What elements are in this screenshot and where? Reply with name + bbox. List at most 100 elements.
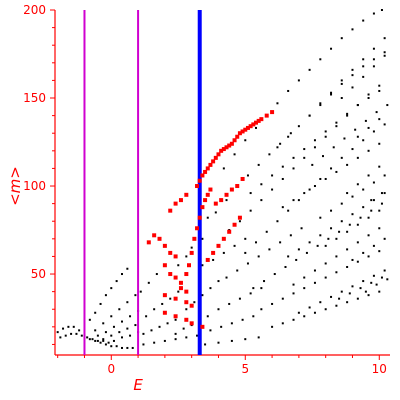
data-point-black — [217, 308, 220, 311]
data-point-black — [70, 332, 73, 335]
data-point-red — [216, 152, 221, 157]
data-point-black — [222, 251, 225, 254]
data-point-black — [75, 332, 78, 335]
data-point-black — [86, 336, 89, 339]
data-point-black — [367, 255, 370, 258]
data-point-black — [104, 343, 107, 346]
data-point-red — [195, 184, 200, 189]
data-point-red — [208, 187, 213, 192]
data-point-black — [378, 142, 381, 145]
data-point-black — [238, 297, 241, 300]
data-point-black — [362, 206, 365, 209]
data-point-black — [372, 58, 375, 61]
data-point-black — [260, 199, 263, 202]
data-point-black — [380, 276, 383, 279]
data-point-black — [292, 156, 295, 159]
data-point-red — [200, 173, 205, 178]
data-point-black — [378, 165, 381, 168]
data-point-black — [185, 308, 188, 311]
data-point-black — [222, 167, 225, 170]
data-point-red — [184, 192, 189, 197]
data-point-black — [295, 258, 298, 261]
x-tick-label: 10 — [372, 362, 387, 376]
data-point-black — [383, 192, 386, 195]
data-point-red — [208, 162, 213, 167]
data-point-red — [200, 324, 205, 329]
data-point-black — [319, 177, 322, 180]
data-point-red — [173, 314, 178, 319]
data-point-black — [324, 177, 327, 180]
y-tick-label: 50 — [31, 267, 46, 281]
data-point-black — [351, 195, 354, 198]
data-point-black — [370, 281, 373, 284]
data-point-black — [383, 54, 386, 57]
data-point-black — [233, 153, 236, 156]
data-point-black — [56, 331, 59, 334]
data-point-black — [268, 248, 271, 251]
data-point-red — [229, 187, 234, 192]
data-point-black — [351, 86, 354, 89]
data-point-black — [330, 295, 333, 298]
data-point-black — [378, 89, 381, 92]
data-point-black — [313, 269, 316, 272]
data-point-black — [335, 125, 338, 128]
data-point-black — [367, 93, 370, 96]
data-point-black — [313, 185, 316, 188]
data-point-black — [281, 177, 284, 180]
data-point-black — [303, 192, 306, 195]
data-point-black — [225, 199, 228, 202]
data-point-black — [169, 297, 172, 300]
data-point-black — [126, 346, 129, 349]
data-point-black — [348, 292, 351, 295]
data-point-black — [292, 199, 295, 202]
data-point-red — [173, 296, 178, 301]
data-point-black — [88, 338, 91, 341]
data-point-black — [246, 262, 249, 265]
data-point-black — [319, 102, 322, 105]
data-point-black — [383, 237, 386, 240]
data-point-black — [356, 135, 359, 138]
data-point-black — [121, 336, 123, 339]
data-point-black — [281, 206, 284, 209]
data-point-black — [112, 325, 115, 328]
data-point-black — [134, 324, 137, 327]
data-point-red — [173, 201, 178, 206]
data-point-black — [330, 227, 333, 230]
data-point-black — [96, 334, 99, 337]
data-point-red — [221, 236, 226, 241]
data-point-black — [287, 135, 290, 138]
data-point-black — [91, 338, 94, 341]
data-point-black — [356, 183, 359, 186]
data-point-black — [206, 315, 209, 318]
data-point-red — [264, 113, 269, 118]
data-point-red — [162, 263, 167, 268]
data-point-black — [94, 311, 97, 314]
data-point-black — [214, 211, 217, 214]
data-point-red — [245, 125, 250, 130]
data-point-black — [104, 331, 107, 334]
data-point-black — [343, 137, 346, 140]
data-point-black — [372, 199, 375, 202]
data-point-black — [330, 167, 333, 170]
data-point-black — [115, 345, 118, 348]
data-point-black — [383, 51, 386, 54]
data-point-black — [367, 174, 370, 177]
data-point-black — [244, 237, 247, 240]
data-point-black — [131, 346, 134, 349]
data-point-red — [168, 250, 173, 255]
data-point-black — [279, 241, 282, 244]
data-point-black — [271, 174, 274, 177]
data-point-black — [340, 290, 343, 293]
data-point-red — [184, 300, 189, 305]
data-point-red — [232, 138, 237, 143]
data-point-red — [189, 321, 194, 326]
data-point-black — [324, 276, 327, 279]
data-point-black — [297, 311, 300, 314]
data-point-black — [346, 163, 349, 166]
data-point-black — [367, 97, 370, 100]
data-point-black — [378, 290, 381, 293]
data-point-black — [174, 338, 177, 341]
data-point-black — [367, 234, 370, 237]
data-point-black — [346, 114, 349, 117]
data-point-black — [217, 341, 220, 344]
